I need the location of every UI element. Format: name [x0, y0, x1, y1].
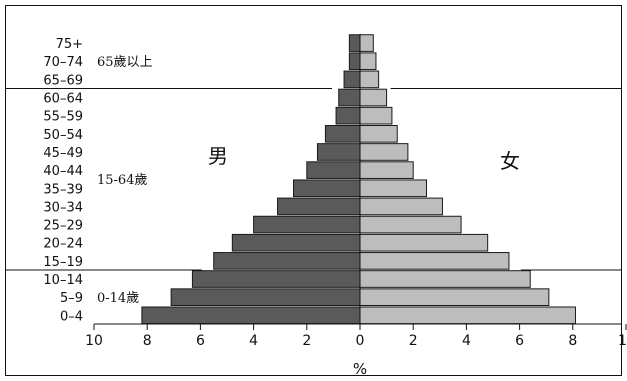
bar-male-20–24 [231, 233, 361, 252]
age-label-30–34: 30–34 [43, 200, 83, 215]
x-tick-label-5: 0 [356, 333, 365, 349]
bar-female-60–64 [359, 88, 388, 107]
bar-female-55–59 [359, 106, 393, 125]
bar-female-70–74 [359, 52, 377, 71]
bar-male-10–14 [191, 270, 361, 288]
bar-male-55–59 [335, 106, 361, 125]
x-tick-label-3: 4 [249, 333, 258, 349]
x-tick-label-6: 2 [409, 333, 418, 349]
bar-male-5–9 [170, 288, 361, 307]
age-label-70–74: 70–74 [43, 55, 83, 70]
bar-female-75+ [359, 34, 374, 52]
bar-male-60–64 [338, 88, 361, 107]
bar-female-0–4 [359, 306, 576, 325]
bar-female-25–29 [359, 215, 462, 234]
bar-female-35–39 [359, 179, 427, 198]
bar-male-65–69 [343, 70, 361, 89]
bar-female-30–34 [359, 197, 443, 216]
male-label: 男 [208, 144, 228, 168]
chart-frame [5, 5, 622, 376]
x-tick-label-10: 10 [618, 333, 627, 349]
bar-female-10–14 [359, 270, 531, 288]
age-label-60–64: 60–64 [43, 92, 83, 107]
x-tick-label-1: 8 [143, 333, 152, 349]
x-tick-label-7: 4 [462, 333, 471, 349]
age-label-35–39: 35–39 [43, 182, 83, 197]
age-label-20–24: 20–24 [43, 237, 83, 252]
bar-male-35–39 [293, 179, 361, 198]
age-label-10–14: 10–14 [43, 273, 83, 288]
bar-male-45–49 [316, 143, 361, 161]
bar-male-70–74 [348, 52, 361, 71]
bar-male-30–34 [277, 197, 361, 216]
x-tick-label-9: 8 [568, 333, 577, 349]
age-label-65–69: 65–69 [43, 73, 83, 88]
age-label-5–9: 5–9 [60, 291, 83, 306]
bar-female-40–44 [359, 161, 414, 179]
bar-male-15–19 [213, 252, 361, 270]
bar-female-65–69 [359, 70, 380, 89]
bar-male-40–44 [306, 161, 361, 179]
bar-male-25–29 [253, 215, 361, 234]
age-label-75+: 75+ [56, 37, 83, 52]
bar-female-15–19 [359, 252, 510, 270]
group-label-1: 15-64歲 [97, 173, 147, 188]
bar-male-75+ [348, 34, 361, 52]
age-label-45–49: 45–49 [43, 146, 83, 161]
bar-female-20–24 [359, 233, 489, 252]
age-label-0–4: 0–4 [60, 309, 83, 324]
bar-male-50–54 [324, 125, 361, 143]
x-axis-title: % [353, 360, 367, 378]
x-tick-label-0: 10 [85, 333, 103, 349]
group-label-2: 0-14歲 [97, 291, 139, 306]
x-tick-label-4: 2 [302, 333, 311, 349]
group-label-0: 65歲以上 [97, 55, 153, 70]
female-label: 女 [500, 149, 520, 173]
age-label-15–19: 15–19 [43, 255, 83, 270]
bar-female-45–49 [359, 143, 409, 161]
bar-female-50–54 [359, 125, 398, 143]
age-label-50–54: 50–54 [43, 128, 83, 143]
age-label-55–59: 55–59 [43, 110, 83, 125]
x-tick-label-2: 6 [196, 333, 205, 349]
bar-male-0–4 [141, 306, 361, 325]
age-label-25–29: 25–29 [43, 219, 83, 234]
age-label-40–44: 40–44 [43, 164, 83, 179]
x-tick-label-8: 6 [515, 333, 524, 349]
bar-female-5–9 [359, 288, 550, 307]
